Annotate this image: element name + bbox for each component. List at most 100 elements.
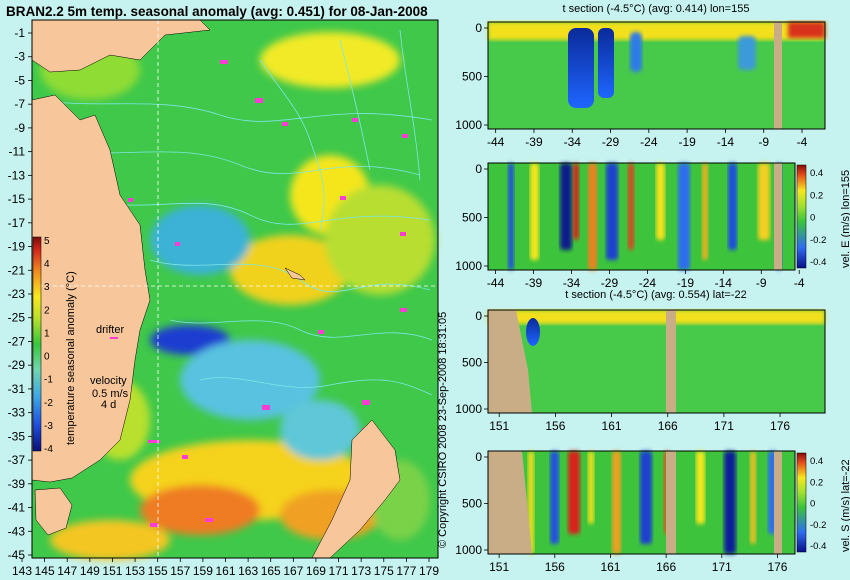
lon-tick-label: 155 (148, 564, 168, 578)
lat-tick-label: -33 (8, 406, 26, 420)
velocity-colorbar (796, 164, 807, 269)
velocity-speed: 0.5 m/s (92, 388, 129, 400)
section-x-label: -14 (717, 135, 735, 149)
section-features (488, 22, 825, 129)
section-x-label: 176 (767, 560, 787, 574)
lon-tick-label: 171 (329, 564, 349, 578)
lat-tick-label: -1 (14, 26, 25, 40)
new-zealand-land (311, 419, 401, 559)
lat-tick-label: -37 (8, 453, 26, 467)
lon-tick-label: 173 (351, 564, 371, 578)
section-x-label: -39 (525, 135, 543, 149)
section-x-label: -34 (563, 276, 581, 290)
velocity-colorbar-tick: -0.4 (810, 541, 826, 552)
velocity-colorbar (796, 452, 807, 553)
lat-tick-label: -41 (8, 501, 26, 515)
section-x-label: -44 (487, 135, 505, 149)
section-depth-label: 500 (462, 356, 482, 370)
lat-tick-label: -31 (8, 382, 26, 396)
colorbar-tick-label: 4 (44, 259, 50, 270)
section-x-label: -24 (640, 135, 658, 149)
section-x-label: -9 (758, 135, 769, 149)
lon-tick-label: 157 (170, 564, 190, 578)
section-x-label: 161 (600, 560, 620, 574)
colorbar-tick-label: -4 (44, 444, 53, 455)
velocity-colorbar-tick: 0 (810, 213, 815, 224)
lat-tick-label: -29 (8, 358, 26, 372)
section-x-label: 176 (770, 419, 790, 433)
section-x-label: -29 (602, 135, 620, 149)
map-title: BRAN2.2 5m temp. seasonal anomaly (avg: … (6, 4, 428, 19)
section-x-label: -34 (564, 135, 582, 149)
section-features (488, 310, 825, 413)
section-title: t section (-4.5°C) (avg: 0.554) lat=-22 (565, 289, 746, 301)
velocity-colorbar-tick: 0.4 (810, 456, 823, 467)
colorbar-tick-label: 0 (44, 352, 50, 363)
section-frame (487, 309, 826, 414)
section-x-label: -14 (715, 276, 733, 290)
section-panels: t section (-4.5°C) (avg: 0.414) lon=155 0… (455, 3, 850, 574)
section-x-label: 151 (489, 560, 509, 574)
section-title: t section (-4.5°C) (avg: 0.414) lon=155 (563, 3, 750, 15)
velocity-colorbar-tick: 0.2 (810, 477, 823, 488)
velocity-label: velocity (90, 375, 127, 387)
section-x-label: -44 (487, 276, 505, 290)
section-depth-label: 0 (475, 309, 482, 323)
new-guinea-land (31, 19, 211, 73)
temperature-colorbar (32, 236, 42, 452)
section-x-label: 151 (489, 419, 509, 433)
section-x-label: -39 (525, 276, 543, 290)
lat-tick-label: -5 (14, 73, 25, 87)
velocity-colorbar-tick: -0.4 (810, 257, 826, 268)
lon-tick-label: 153 (125, 564, 145, 578)
lon-tick-label: 147 (57, 564, 77, 578)
lat-tick-label: -23 (8, 287, 26, 301)
section-frame (487, 21, 826, 130)
section-depth-label: 500 (462, 211, 482, 225)
section-frame (487, 450, 796, 555)
section-x-label: -29 (601, 276, 619, 290)
lon-tick-label: 177 (396, 564, 416, 578)
section-depth-label: 1000 (455, 543, 482, 557)
section-field (488, 163, 795, 270)
lon-tick-label: 143 (12, 564, 32, 578)
lat-tick-label: -25 (8, 311, 26, 325)
australia-land (31, 94, 151, 483)
latitude-ticks: -1 -3 -5 -7 -9 -11 -13 -15 -17 -19 -21 -23 -25 -27 -29… (8, 26, 32, 562)
lat-tick-label: -39 (8, 477, 26, 491)
section-depth-label: 500 (462, 70, 482, 84)
section-features (508, 163, 782, 270)
section-depth-label: 500 (462, 497, 482, 511)
lat-tick-label: -21 (8, 263, 26, 277)
velocity-colorbar-tick: -0.2 (810, 520, 826, 531)
colorbar-tick-label: 3 (44, 282, 50, 293)
lon-tick-label: 167 (283, 564, 303, 578)
section-panel-3: t section (-4.5°C) (avg: 0.554) lat=-22 0… (455, 289, 826, 433)
lat-tick-label: -11 (9, 145, 26, 159)
lon-tick-label: 163 (238, 564, 258, 578)
velocity-colorbar-tick: -0.2 (810, 235, 826, 246)
velocity-colorbar-label: vel. E (m/s) lon=155 (840, 170, 850, 268)
new-caledonia-land (284, 267, 306, 281)
drifter-label: drifter (96, 324, 124, 336)
section-x-label: -19 (677, 276, 695, 290)
map-frame (31, 19, 439, 559)
colorbar-label: temperature seasonal anomaly (°C) (65, 271, 77, 445)
lat-tick-label: -3 (14, 50, 25, 64)
colorbar-tick-label: -2 (44, 398, 53, 409)
section-field (488, 310, 825, 413)
section-frame (487, 162, 796, 271)
velocity-colorbar-tick: 0.4 (810, 168, 823, 179)
velocity-duration: 4 d (101, 399, 116, 411)
colorbar-tick-label: -1 (44, 375, 53, 386)
map-bathymetry-contours (39, 29, 433, 396)
section-x-label: 166 (656, 560, 676, 574)
lat-tick-label: -17 (8, 216, 26, 230)
lon-tick-label: 161 (215, 564, 235, 578)
lon-tick-label: 149 (80, 564, 100, 578)
lon-tick-label: 165 (261, 564, 281, 578)
sst-anomaly-map: drifter velocity 0.5 m/s 4 d 5 4 3 2 1 0 -1 -2 -… (8, 19, 439, 578)
copyright-text: © Copyright CSIRO 2008 23-Sep-2008 18:31… (437, 312, 449, 548)
